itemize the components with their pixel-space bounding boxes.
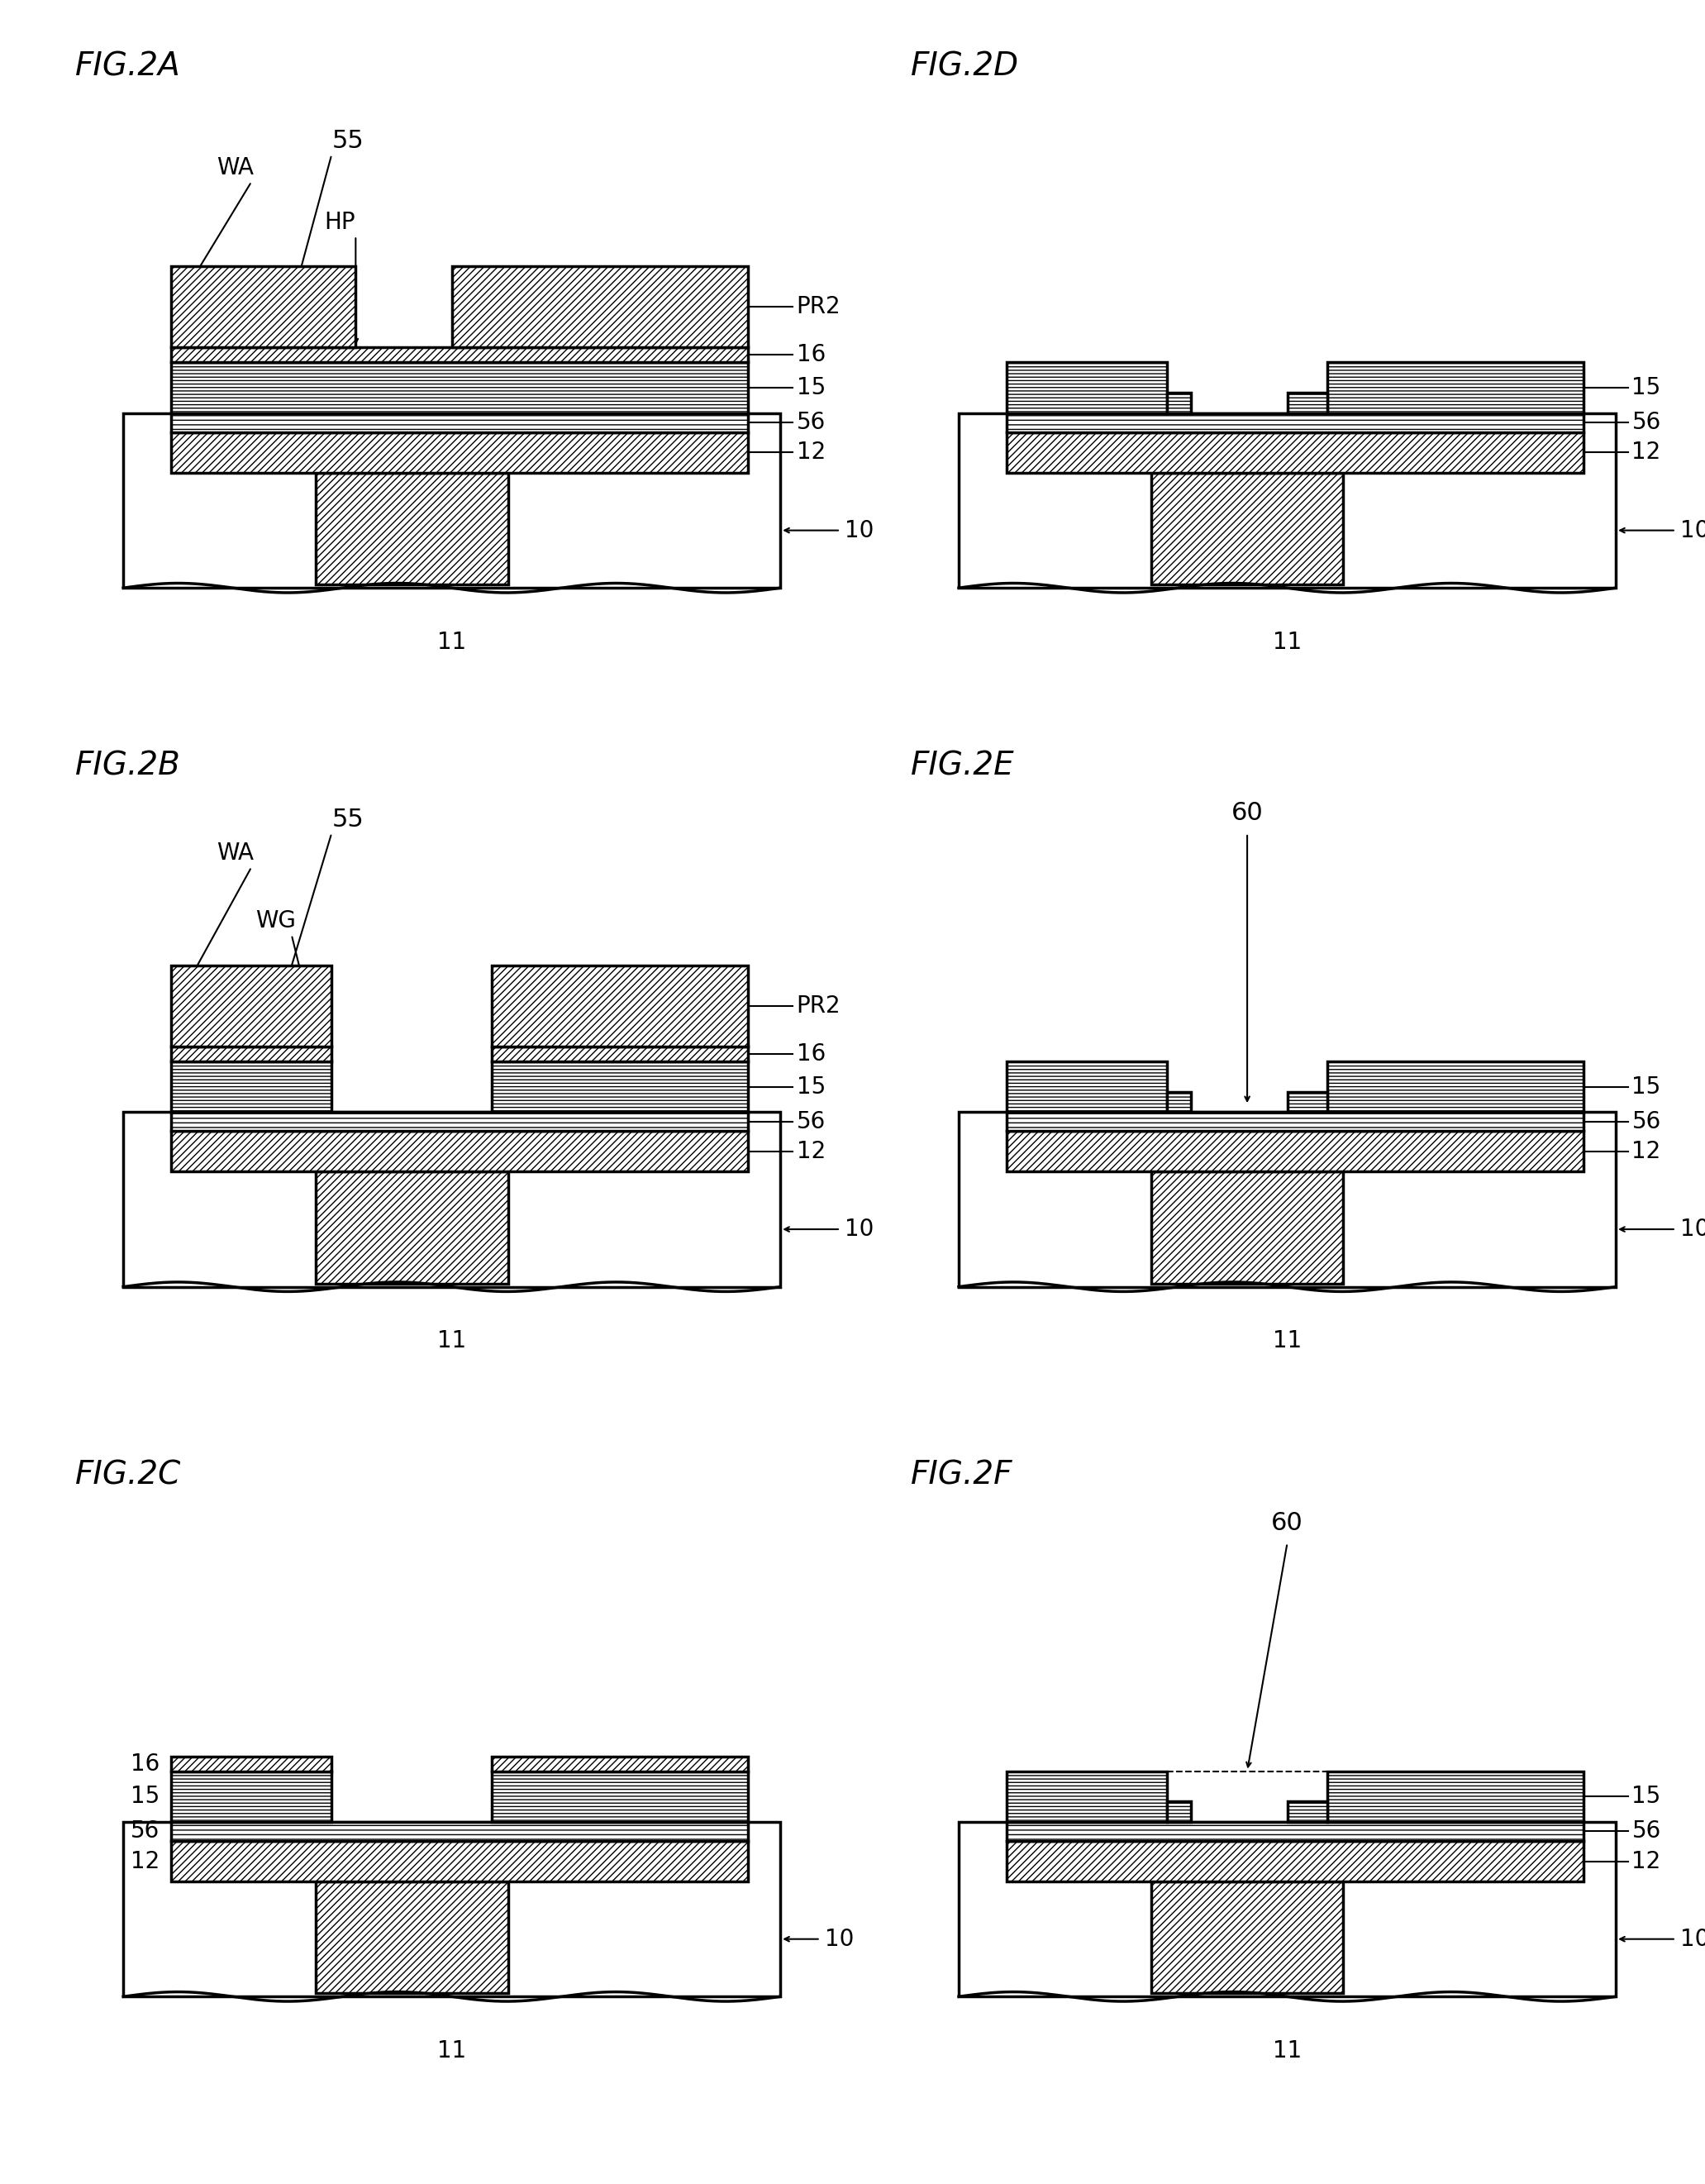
Bar (1326, 1061, 1584, 1112)
Text: PR2: PR2 (796, 994, 841, 1018)
Text: 60: 60 (1272, 1511, 1303, 1535)
Bar (1326, 363, 1584, 413)
Text: 60: 60 (1231, 802, 1263, 826)
Text: 11: 11 (436, 1330, 467, 1352)
Text: FIG.2E: FIG.2E (910, 749, 1014, 782)
Text: 10: 10 (1679, 1219, 1705, 1241)
Text: 11: 11 (1272, 1330, 1303, 1352)
Bar (1006, 1841, 1584, 1883)
Text: FIG.2B: FIG.2B (75, 749, 181, 782)
Bar (315, 1171, 508, 1284)
Bar (493, 1756, 748, 1771)
Bar (1006, 1771, 1166, 1821)
Bar (1006, 363, 1166, 413)
Text: HP: HP (324, 212, 355, 234)
Bar (493, 1046, 748, 1061)
Bar (1006, 1061, 1166, 1112)
Text: 10: 10 (825, 1928, 854, 1950)
Bar (493, 965, 748, 1046)
Bar (171, 1756, 332, 1771)
Bar (1166, 1092, 1192, 1112)
Text: 10: 10 (1679, 520, 1705, 542)
Bar (958, 413, 1616, 587)
Bar (1006, 1112, 1584, 1131)
Bar (171, 432, 748, 474)
Bar (1287, 1802, 1326, 1821)
Bar (1006, 1821, 1584, 1841)
Bar (171, 363, 748, 413)
Bar (123, 1112, 781, 1286)
Bar (493, 1061, 748, 1112)
Text: 56: 56 (796, 411, 825, 435)
Text: 12: 12 (796, 441, 825, 463)
Text: 16: 16 (796, 1042, 825, 1066)
Bar (315, 1883, 508, 1994)
Text: 15: 15 (796, 376, 825, 400)
Bar (1287, 393, 1326, 413)
Bar (171, 413, 748, 432)
Text: 16: 16 (130, 1752, 159, 1776)
Text: FIG.2D: FIG.2D (910, 50, 1020, 83)
Bar (1151, 474, 1344, 585)
Bar (171, 1046, 332, 1061)
Text: 55: 55 (332, 808, 363, 832)
Bar (171, 1821, 748, 1841)
Bar (452, 266, 748, 347)
Text: WA: WA (217, 157, 254, 179)
Bar (1287, 1092, 1326, 1112)
Bar (123, 1821, 781, 1996)
Text: 15: 15 (1632, 1784, 1661, 1808)
Text: 15: 15 (796, 1075, 825, 1099)
Text: 15: 15 (130, 1784, 159, 1808)
Text: 12: 12 (1632, 1140, 1661, 1162)
Bar (1151, 1171, 1344, 1284)
Bar (1006, 413, 1584, 432)
Bar (123, 413, 781, 587)
Bar (315, 474, 508, 585)
Bar (171, 1771, 332, 1821)
Text: FIG.2F: FIG.2F (910, 1459, 1013, 1492)
Text: 11: 11 (436, 631, 467, 653)
Text: 56: 56 (1632, 1109, 1661, 1133)
Bar (1326, 1771, 1584, 1821)
Text: WG: WG (256, 911, 295, 933)
Text: 10: 10 (844, 1219, 873, 1241)
Text: 12: 12 (1632, 441, 1661, 463)
Text: 12: 12 (130, 1850, 159, 1872)
Text: 55: 55 (332, 129, 363, 153)
Text: 10: 10 (1679, 1928, 1705, 1950)
Text: 56: 56 (1632, 1819, 1661, 1843)
Bar (171, 347, 748, 363)
Bar (1166, 393, 1192, 413)
Text: 11: 11 (1272, 2040, 1303, 2062)
Bar (1006, 432, 1584, 474)
Text: 11: 11 (1272, 631, 1303, 653)
Text: FIG.2C: FIG.2C (75, 1459, 181, 1492)
Text: 12: 12 (1632, 1850, 1661, 1872)
Text: 56: 56 (796, 1109, 825, 1133)
Bar (171, 1841, 748, 1883)
Bar (493, 1771, 748, 1821)
Bar (171, 965, 332, 1046)
Text: 15: 15 (1632, 376, 1661, 400)
Text: 16: 16 (796, 343, 825, 367)
Text: PR2: PR2 (796, 295, 841, 319)
Bar (958, 1112, 1616, 1286)
Bar (171, 1061, 332, 1112)
Bar (171, 266, 356, 347)
Bar (1006, 1131, 1584, 1171)
Bar (171, 1112, 748, 1131)
Text: WA: WA (217, 843, 254, 865)
Text: FIG.2A: FIG.2A (75, 50, 181, 83)
Text: 56: 56 (1632, 411, 1661, 435)
Bar (1166, 1802, 1192, 1821)
Text: 56: 56 (130, 1819, 159, 1843)
Text: 11: 11 (436, 2040, 467, 2062)
Bar (1151, 1883, 1344, 1994)
Text: 10: 10 (844, 520, 873, 542)
Text: 15: 15 (1632, 1075, 1661, 1099)
Text: 12: 12 (796, 1140, 825, 1162)
Bar (171, 1131, 748, 1171)
Bar (958, 1821, 1616, 1996)
